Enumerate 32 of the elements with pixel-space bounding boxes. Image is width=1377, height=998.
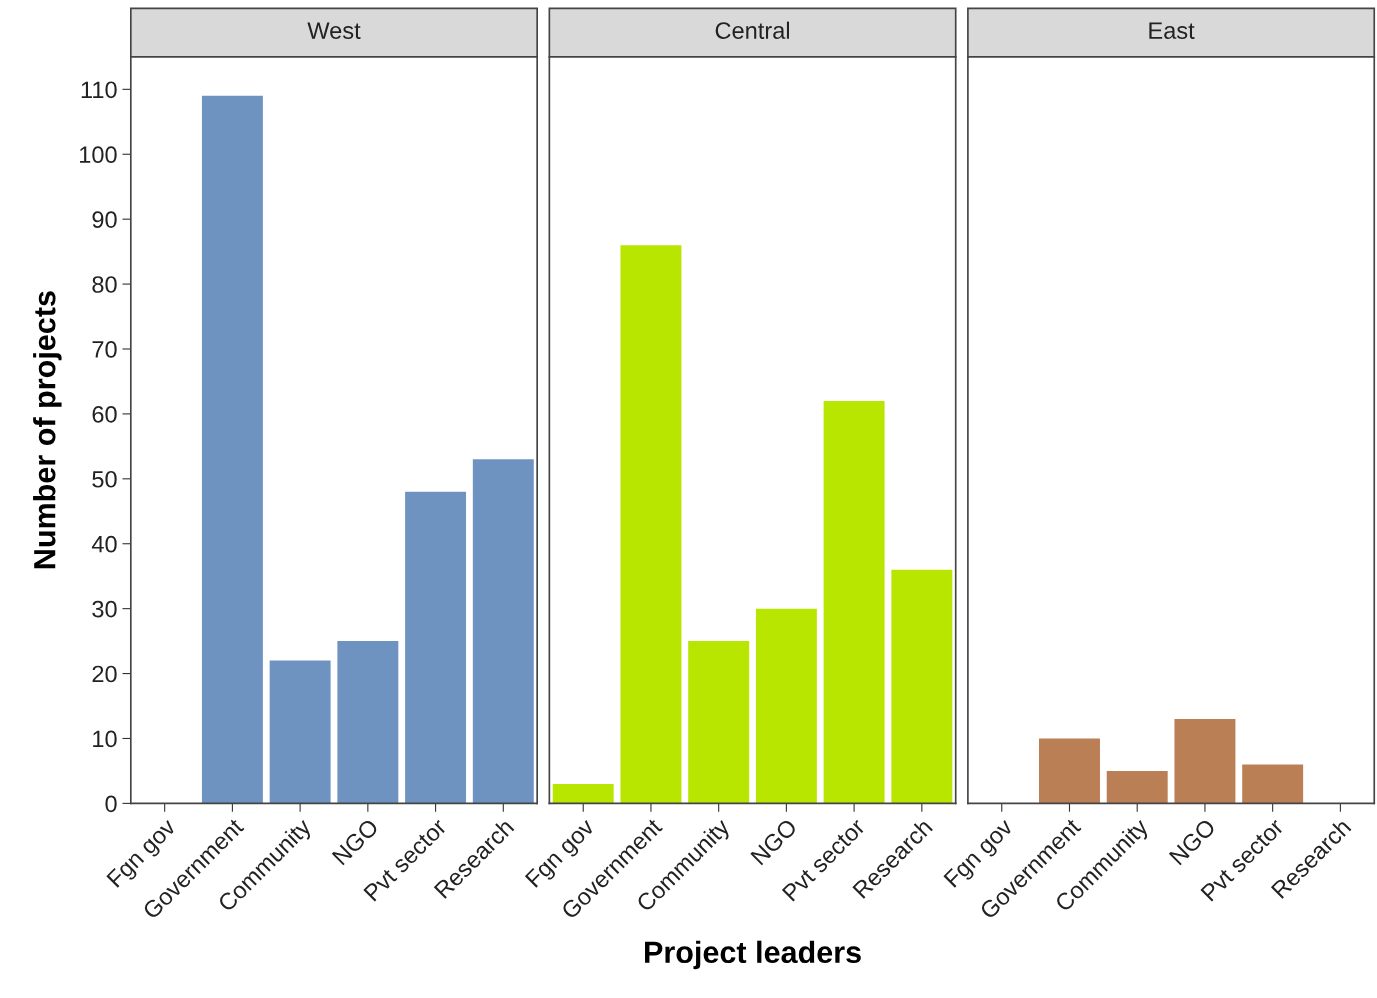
chart-title: East xyxy=(1149,22,1195,39)
bar xyxy=(823,400,885,804)
bar xyxy=(552,783,614,804)
y-tick-label: 100 xyxy=(80,146,117,164)
bar xyxy=(472,459,534,804)
y-axis-title: Number of projects xyxy=(33,291,62,569)
bar xyxy=(337,641,399,804)
y-tick-label: 50 xyxy=(92,470,117,488)
y-tick-label: 110 xyxy=(81,81,117,99)
bar xyxy=(688,641,750,804)
x-axis-title: Project leaders xyxy=(645,940,861,970)
y-tick-label: 60 xyxy=(92,405,117,423)
bar xyxy=(1039,738,1100,804)
bar xyxy=(1106,770,1168,804)
y-tick-label: 30 xyxy=(92,600,117,618)
bar xyxy=(269,660,331,804)
bar xyxy=(755,608,817,804)
y-tick-label: 0 xyxy=(105,795,117,813)
y-tick-label: 10 xyxy=(93,730,117,748)
chart-title: West xyxy=(307,22,361,39)
y-tick-label: 70 xyxy=(92,341,117,358)
y-tick-label: 40 xyxy=(91,535,117,553)
chart-title: Central xyxy=(715,21,790,39)
y-tick-label: 90 xyxy=(92,211,117,228)
bar xyxy=(201,95,263,804)
bar xyxy=(891,569,953,804)
bar xyxy=(1174,719,1236,804)
bar xyxy=(405,491,467,804)
y-tick-label: 80 xyxy=(92,276,117,293)
bar xyxy=(1242,764,1304,804)
bar xyxy=(620,245,682,804)
y-tick-label: 20 xyxy=(92,665,117,683)
